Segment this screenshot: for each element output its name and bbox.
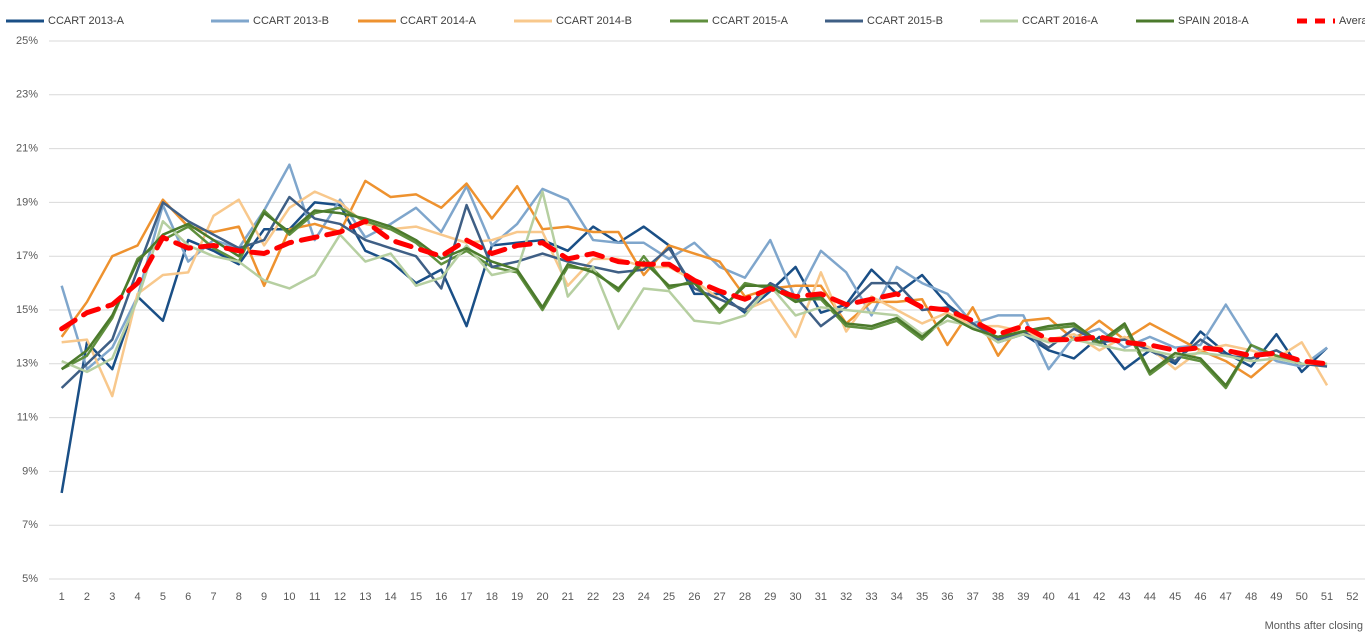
legend-label: CCART 2014-A	[400, 15, 477, 27]
y-tick-label: 13%	[16, 358, 38, 370]
x-tick-label: 25	[663, 591, 675, 603]
x-tick-label: 32	[840, 591, 852, 603]
legend-label: CCART 2015-B	[867, 15, 943, 27]
y-tick-label: 19%	[16, 196, 38, 208]
x-tick-label: 9	[261, 591, 267, 603]
y-tick-label: 9%	[22, 465, 38, 477]
x-tick-label: 38	[992, 591, 1004, 603]
x-axis-label: Months after closing	[1265, 620, 1363, 632]
x-tick-label: 46	[1194, 591, 1206, 603]
x-tick-label: 37	[967, 591, 979, 603]
x-tick-label: 27	[714, 591, 726, 603]
y-tick-label: 25%	[16, 35, 38, 47]
series-line	[60, 201, 1328, 494]
x-tick-label: 40	[1043, 591, 1055, 603]
series-line	[60, 163, 1328, 371]
x-tick-label: 24	[638, 591, 650, 603]
legend-label: CCART 2013-A	[48, 15, 125, 27]
x-tick-label: 49	[1270, 591, 1282, 603]
y-tick-label: 11%	[17, 412, 38, 424]
x-tick-label: 51	[1321, 591, 1333, 603]
legend-label: CCART 2013-B	[253, 15, 329, 27]
y-tick-label: 7%	[22, 519, 38, 531]
x-tick-label: 19	[511, 591, 523, 603]
x-tick-label: 11	[309, 591, 320, 603]
x-tick-label: 39	[1017, 591, 1029, 603]
x-tick-label: 36	[941, 591, 953, 603]
x-tick-label: 10	[283, 591, 295, 603]
x-tick-label: 52	[1346, 591, 1358, 603]
x-tick-label: 8	[236, 591, 242, 603]
x-tick-label: 28	[739, 591, 751, 603]
legend-label: CCART 2015-A	[712, 15, 789, 27]
x-tick-label: 26	[688, 591, 700, 603]
x-tick-label: 22	[587, 591, 599, 603]
x-tick-label: 43	[1118, 591, 1130, 603]
y-tick-label: 23%	[16, 89, 38, 101]
x-tick-label: 17	[460, 591, 472, 603]
x-tick-label: 1	[59, 591, 65, 603]
x-tick-label: 16	[435, 591, 447, 603]
legend-label: SPAIN 2018-A	[1178, 15, 1249, 27]
x-tick-label: 20	[536, 591, 548, 603]
x-tick-label: 15	[410, 591, 422, 603]
x-tick-label: 41	[1068, 591, 1080, 603]
x-tick-label: 3	[109, 591, 115, 603]
x-tick-label: 6	[185, 591, 191, 603]
x-tick-label: 29	[764, 591, 776, 603]
x-tick-label: 2	[84, 591, 90, 603]
y-tick-label: 5%	[22, 573, 38, 585]
x-tick-label: 5	[160, 591, 166, 603]
legend-label: CCART 2016-A	[1022, 15, 1099, 27]
x-tick-label: 14	[385, 591, 397, 603]
x-tick-label: 42	[1093, 591, 1105, 603]
x-tick-label: 47	[1220, 591, 1232, 603]
x-tick-label: 7	[210, 591, 216, 603]
x-tick-label: 35	[916, 591, 928, 603]
x-tick-label: 18	[486, 591, 498, 603]
x-tick-label: 33	[865, 591, 877, 603]
x-tick-label: 31	[815, 591, 827, 603]
x-tick-label: 13	[359, 591, 371, 603]
legend-label: CCART 2014-B	[556, 15, 632, 27]
x-tick-label: 44	[1144, 591, 1156, 603]
x-tick-label: 23	[612, 591, 624, 603]
series-line	[61, 190, 1328, 374]
series-line	[59, 218, 1330, 367]
y-tick-label: 17%	[16, 250, 38, 262]
series-line	[60, 209, 1253, 387]
x-tick-label: 45	[1169, 591, 1181, 603]
x-tick-label: 21	[562, 591, 574, 603]
x-tick-label: 50	[1296, 591, 1308, 603]
x-tick-label: 48	[1245, 591, 1257, 603]
x-tick-label: 34	[891, 591, 903, 603]
y-tick-label: 21%	[16, 143, 38, 155]
x-tick-label: 30	[789, 591, 801, 603]
x-tick-label: 12	[334, 591, 346, 603]
y-tick-label: 15%	[16, 304, 38, 316]
legend-label: Average	[1339, 15, 1365, 27]
x-tick-label: 4	[135, 591, 141, 603]
